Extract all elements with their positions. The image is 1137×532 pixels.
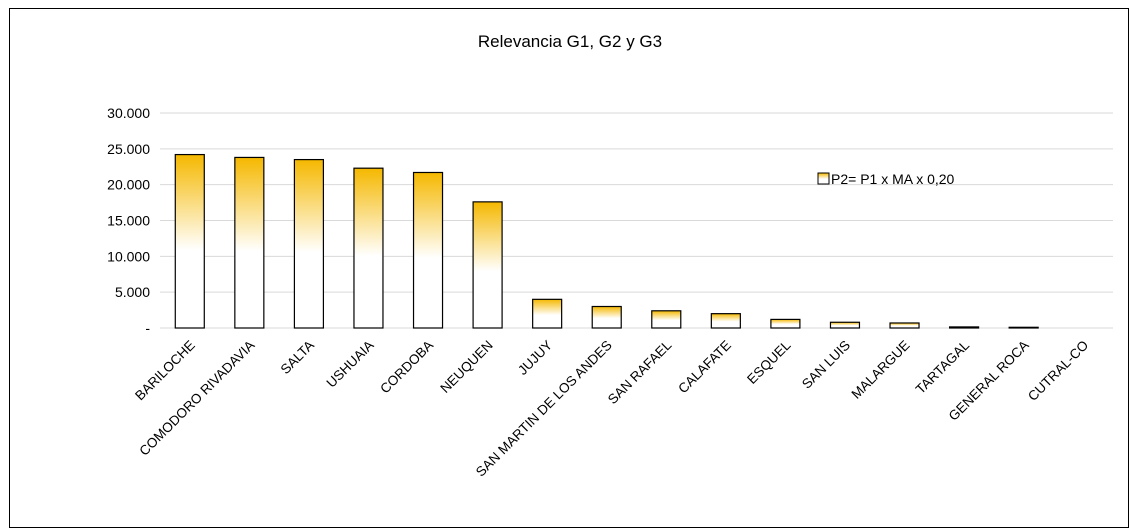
bar-san-rafael xyxy=(651,310,682,329)
bars xyxy=(174,153,1039,329)
bar-malargue xyxy=(889,322,920,329)
legend: P2= P1 x MA x 0,20 xyxy=(817,171,955,187)
x-tick-label: SAN LUIS xyxy=(799,338,853,392)
y-tick-label: 30.000 xyxy=(107,105,150,121)
y-tick-label: 5.000 xyxy=(115,284,150,300)
y-axis-ticks: - 5.000 10.000 15.000 20.000 25.000 30.000 xyxy=(107,105,150,336)
y-tick-label: 20.000 xyxy=(107,177,150,193)
chart-frame: Relevancia G1, G2 y G3 - 5.000 10.000 15.00… xyxy=(9,8,1129,528)
x-tick-label: CORDOBA xyxy=(377,338,436,397)
bar-neuquen xyxy=(472,201,503,329)
x-tick-label: MALARGUE xyxy=(848,338,912,402)
x-tick-label: ESQUEL xyxy=(744,337,794,387)
bar-calafate xyxy=(710,313,741,329)
bar-esquel xyxy=(770,318,801,329)
chart-title: Relevancia G1, G2 y G3 xyxy=(478,32,662,51)
bar-ushuaia xyxy=(353,167,384,329)
bar-bariloche xyxy=(174,153,205,329)
y-tick-label: 10.000 xyxy=(107,248,150,264)
legend-label: P2= P1 x MA x 0,20 xyxy=(831,171,955,187)
x-tick-label: BARILOCHE xyxy=(132,338,198,404)
bar-san-luis xyxy=(829,321,861,329)
y-tick-label: 15.000 xyxy=(107,213,150,229)
bar-general-roca xyxy=(1008,326,1039,329)
bar-comodoro-rivadavia xyxy=(234,156,265,329)
x-tick-label: SAN RAFAEL xyxy=(605,337,675,407)
bar-cordoba xyxy=(412,171,444,329)
x-tick-label: NEUQUEN xyxy=(437,338,495,396)
x-tick-label: CUTRAL-CO xyxy=(1025,338,1091,404)
x-tick-label: TARTAGAL xyxy=(913,337,973,397)
bar-san-martin-de-los-andes xyxy=(591,305,622,329)
y-tick-label: - xyxy=(145,320,150,336)
x-tick-label: CALAFATE xyxy=(675,338,734,397)
y-tick-label: 25.000 xyxy=(107,141,150,157)
bar-tartagal xyxy=(948,326,980,329)
x-tick-label: SALTA xyxy=(278,338,317,377)
bar-salta xyxy=(293,158,325,329)
bar-jujuy xyxy=(532,298,563,329)
x-tick-label: COMODORO RIVADAVIA xyxy=(136,338,257,459)
bar-chart: Relevancia G1, G2 y G3 - 5.000 10.000 15.00… xyxy=(107,32,1113,479)
legend-swatch xyxy=(817,172,830,185)
x-tick-label: JUJUY xyxy=(515,338,555,378)
x-tick-label: USHUAIA xyxy=(324,338,377,391)
